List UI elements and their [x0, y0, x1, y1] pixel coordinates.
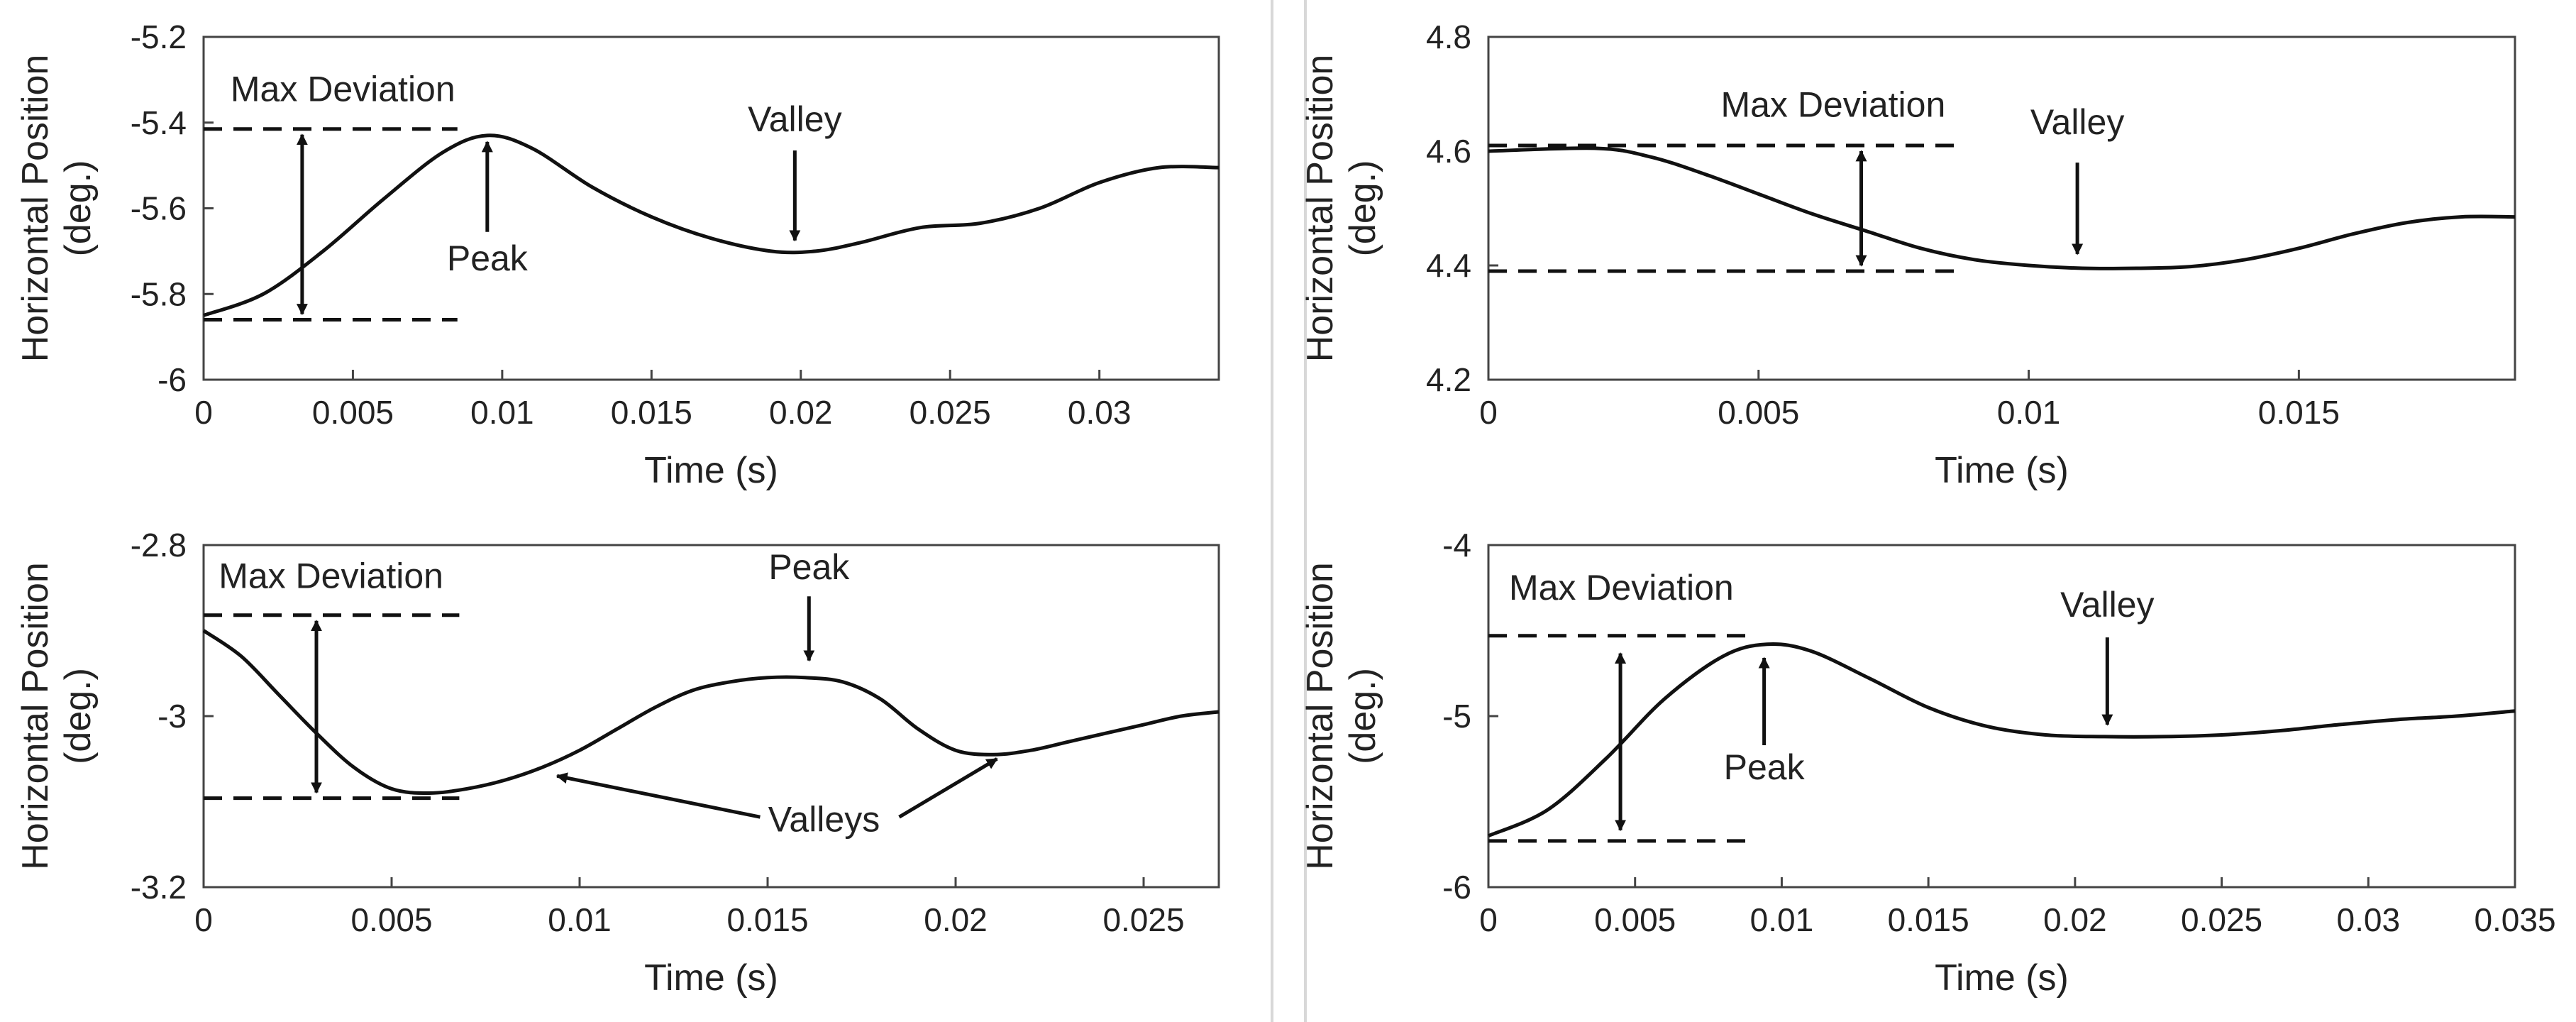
- x-tick-label: 0.015: [611, 394, 692, 431]
- series-line: [1488, 642, 2516, 838]
- x-tick-label: 0.015: [726, 901, 808, 938]
- y-tick-label: -5.2: [131, 18, 187, 55]
- chart-panel-top-right: 0 0.005 0.01 0.015 4.2 4.4 4.6 4.8 Time (s) Horiz…: [1300, 18, 2516, 491]
- x-tick-label: 0.005: [312, 394, 394, 431]
- y-tick-label: 4.2: [1426, 361, 1471, 398]
- y-axis-unit-label: (deg.): [1342, 668, 1383, 764]
- y-tick-label: -3.2: [131, 869, 187, 906]
- x-tick-label: 0.025: [2181, 901, 2262, 938]
- annotation-max-deviation: Max Deviation: [1509, 568, 1734, 608]
- y-tick-label: -5.6: [131, 190, 187, 227]
- y-tick-label: 4.8: [1426, 18, 1471, 55]
- annotation-valley: Valley: [748, 99, 841, 139]
- x-tick-label: 0: [194, 901, 213, 938]
- y-axis-unit-label: (deg.): [57, 160, 99, 257]
- annotation-max-deviation: Max Deviation: [231, 70, 455, 109]
- x-tick-label: 0.01: [1750, 901, 1814, 938]
- series-line: [203, 133, 1220, 317]
- x-tick-label: 0.01: [548, 901, 612, 938]
- annotation-valley: Valley: [2030, 102, 2124, 142]
- x-tick-label: 0.02: [2043, 901, 2107, 938]
- y-tick-label: -4: [1442, 527, 1471, 564]
- x-tick-label: 0.025: [1102, 901, 1184, 938]
- x-tick-label: 0.005: [1718, 394, 1799, 431]
- x-tick-label: 0.02: [924, 901, 988, 938]
- y-tick-label: -5: [1442, 698, 1471, 735]
- plot-area-frame: [202, 544, 1220, 889]
- annotation-arrow: [555, 772, 761, 819]
- annotation-valley: Valley: [2060, 585, 2154, 625]
- x-axis-label: Time (s): [1935, 957, 2069, 999]
- x-axis-label: Time (s): [644, 957, 778, 999]
- y-tick-label: -2.8: [131, 527, 187, 564]
- x-tick-label: 0.03: [2337, 901, 2401, 938]
- y-tick-label: 4.4: [1426, 247, 1471, 284]
- x-tick-label: 0.015: [1888, 901, 1969, 938]
- annotation-max-deviation: Max Deviation: [1720, 85, 1945, 125]
- y-tick-label: 4.6: [1426, 133, 1471, 170]
- annotation-max-deviation: Max Deviation: [219, 556, 443, 595]
- chart-panel-bottom-left: 0 0.005 0.01 0.015 0.02 0.025 -3.2 -3 -2.8 Time (…: [15, 527, 1220, 999]
- x-tick-label: 0: [194, 394, 213, 431]
- x-tick-label: 0.02: [769, 394, 833, 431]
- y-tick-label: -5.8: [131, 275, 187, 312]
- chart-panel-top-left: 0 0.005 0.01 0.015 0.02 0.025 0.03 -6 -5.8 -5.6 -5…: [15, 18, 1220, 491]
- x-tick-label: 0.03: [1068, 394, 1132, 431]
- annotation-peak: Peak: [768, 547, 850, 587]
- x-tick-label: 0: [1479, 901, 1498, 938]
- series-line: [202, 629, 1220, 795]
- annotation-valleys: Valleys: [768, 800, 880, 840]
- y-tick-label: -6: [157, 361, 187, 398]
- annotation-peak: Peak: [1724, 747, 1806, 787]
- x-tick-label: 0.005: [350, 901, 432, 938]
- x-axis-label: Time (s): [1935, 450, 2069, 491]
- x-tick-label: 0.025: [910, 394, 991, 431]
- y-axis-label: Horizontal Position: [1300, 55, 1341, 363]
- x-axis-label: Time (s): [644, 450, 778, 491]
- x-tick-label: 0.01: [470, 394, 534, 431]
- y-tick-label: -5.4: [131, 104, 187, 141]
- y-axis-label: Horizontal Position: [15, 562, 56, 870]
- y-tick-label: -6: [1442, 869, 1471, 906]
- annotation-peak: Peak: [447, 238, 529, 278]
- y-axis-label: Horizontal Position: [1300, 562, 1341, 870]
- x-tick-label: 0.01: [1997, 394, 2061, 431]
- plot-area-frame: [1487, 35, 2516, 381]
- chart-panel-bottom-right: 0 0.005 0.01 0.015 0.02 0.025 0.03 0.035 -6 -5 -4 T…: [1300, 527, 2556, 999]
- y-axis-label: Horizontal Position: [15, 55, 56, 363]
- x-tick-label: 0.005: [1594, 901, 1676, 938]
- y-tick-label: -3: [157, 698, 187, 735]
- x-tick-label: 0: [1479, 394, 1498, 431]
- annotation-arrow: [898, 757, 998, 819]
- y-axis-unit-label: (deg.): [57, 668, 99, 764]
- x-tick-label: 0.015: [2258, 394, 2340, 431]
- x-tick-label: 0.035: [2474, 901, 2555, 938]
- series-line: [1488, 146, 2516, 270]
- y-axis-unit-label: (deg.): [1342, 160, 1383, 257]
